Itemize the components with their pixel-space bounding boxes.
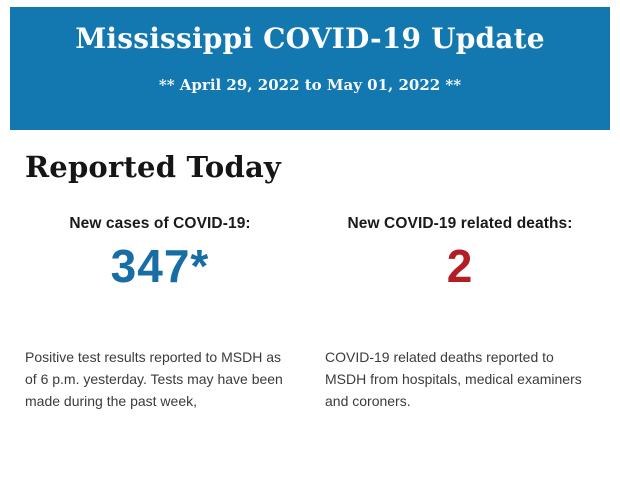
msdh-covid-update-page: Mississippi COVID-19 Update ** April 29,… [0,7,620,412]
new-cases-value: 347* [110,240,210,292]
new-cases-label: New cases of COVID-19: [69,215,251,232]
date-range: ** April 29, 2022 to May 01, 2022 ** [158,76,462,94]
main-content: Reported Today New cases of COVID-19: 34… [0,149,620,412]
new-deaths-value: 2 [446,240,474,292]
new-cases-panel: New cases of COVID-19: 347* Positive tes… [25,200,295,412]
new-deaths-description: COVID-19 related deaths reported to MSDH… [325,349,582,409]
page-title: Mississippi COVID-19 Update [75,22,545,55]
new-deaths-label: New COVID-19 related deaths: [347,215,573,232]
new-deaths-panel: New COVID-19 related deaths: 2 COVID-19 … [325,200,595,412]
stats-row: New cases of COVID-19: 347* Positive tes… [25,200,595,412]
new-cases-description: Positive test results reported to MSDH a… [25,349,283,409]
section-heading: Reported Today [25,150,281,184]
header-banner: Mississippi COVID-19 Update ** April 29,… [10,7,610,130]
